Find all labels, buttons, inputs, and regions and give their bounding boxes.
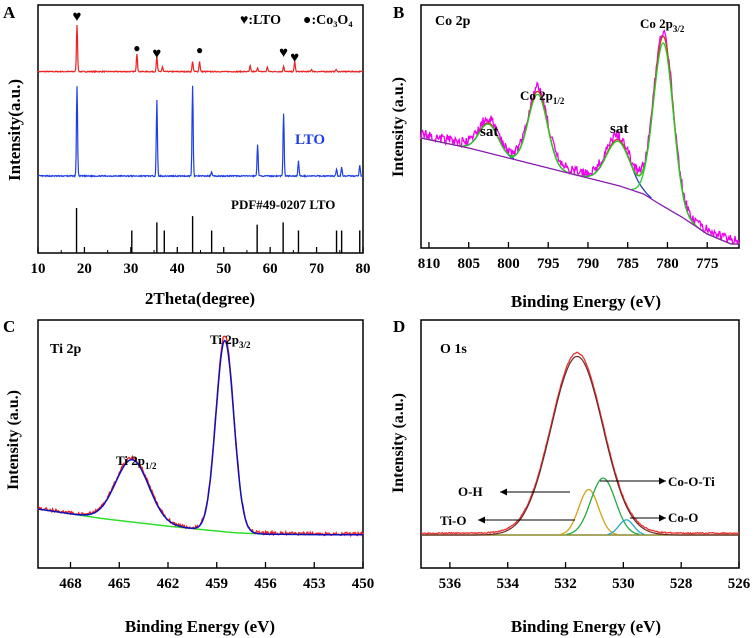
panel-a-marker-3: ● [196, 43, 203, 57]
panel-b-title: Co 2p [435, 14, 471, 29]
panel-d-xtick-label-2: 532 [554, 576, 577, 592]
panel-b-xlabel: Binding Energy (eV) [511, 292, 661, 311]
panel-a-xtick-label-1: 20 [77, 261, 92, 277]
panel-letter-d: D [393, 317, 405, 336]
panel-d-frame [420, 319, 740, 569]
panel-d-arrow-tio-head [478, 516, 485, 524]
panel-d-label-tio: Ti-O [440, 513, 467, 528]
panel-b-fit [420, 42, 739, 245]
panel-a-lto-curve-label: LTO [295, 132, 325, 148]
panel-d-label-oh: O-H [458, 484, 483, 499]
panel-d-peak-3 [607, 519, 645, 536]
panel-a-marker-0: ♥ [73, 9, 82, 25]
panel-b-label-sat1: sat [480, 124, 498, 140]
panel-a-marker-4: ♥ [279, 45, 288, 61]
panel-c-xtick-label-3: 459 [206, 576, 229, 592]
panel-d-label-coo: Co-O [668, 510, 698, 525]
panel-d-arrow-oh-head [500, 488, 507, 496]
panel-b-ylabel: Intensity (a.u.) [390, 77, 407, 177]
panel-b-xtick-label-6: 780 [656, 256, 679, 272]
panel-a-xtick-label-6: 70 [309, 261, 324, 277]
panel-d-label-cooti: Co-O-Ti [668, 474, 715, 489]
panel-d: 536 534 532 530 528 526 O 1s Intensity (a.u.)… [390, 319, 751, 636]
panel-b: 810 805 800 795 790 785 780 775 Co 2p Intensity… [390, 4, 740, 311]
panel-a-xtick-label-5: 60 [263, 261, 278, 277]
panel-c-xtick-label-2: 462 [157, 576, 180, 592]
panel-d-xtick-label-3: 530 [612, 576, 635, 592]
panel-c-label-ti2p12: Ti 2p1/2 [116, 453, 157, 471]
panel-b-frame [420, 4, 740, 249]
panel-c-xtick-label-0: 468 [59, 576, 82, 592]
panel-b-xtick-label-1: 805 [457, 256, 480, 272]
panel-a-xtick-label-2: 30 [123, 261, 138, 277]
panel-d-peak-1 [559, 488, 618, 536]
panel-c-xtick-label-4: 456 [254, 576, 277, 592]
panel-a: 10 20 30 40 50 60 70 80 ♥● ♥ ● ♥ ♥ Intensity(a.u.) … [5, 4, 371, 308]
panel-c: 468 465 462 459 456 453 450 Ti 2p Intensity (a… [5, 319, 375, 636]
panel-d-xtick-label-4: 528 [670, 576, 693, 592]
panel-b-xtick-label-3: 795 [537, 256, 560, 272]
panel-d-xtick-label-1: 534 [496, 576, 519, 592]
panel-c-xtick-label-5: 453 [303, 576, 326, 592]
panel-letter-c: C [3, 317, 15, 336]
panel-b-background [420, 137, 739, 245]
panel-b-xtick-label-7: 775 [696, 256, 719, 272]
panel-a-series-lto [37, 85, 364, 178]
panel-d-ylabel: Intensity (a.u.) [390, 393, 407, 493]
panel-c-label-ti2p32: Ti 2p3/2 [210, 332, 251, 350]
panel-b-raw-spectrum [420, 29, 740, 246]
panel-a-xtick-label-0: 10 [31, 261, 46, 277]
panel-c-fit [37, 339, 363, 536]
panel-d-arrow-cooti-head [659, 477, 666, 485]
panel-b-peak-3 [631, 35, 696, 226]
panel-a-xtick-label-3: 40 [170, 261, 185, 277]
panel-d-title: O 1s [440, 342, 467, 357]
panel-b-xtick-label-2: 800 [497, 256, 520, 272]
panel-b-xtick-label-0: 810 [418, 256, 441, 272]
panel-a-xtick-label-7: 80 [356, 261, 371, 277]
panel-a-legend-co3o4: ●:Co₃O₄ [303, 13, 353, 28]
panel-c-frame [37, 319, 364, 569]
panel-a-xtick-label-4: 50 [216, 261, 231, 277]
panel-d-peak-2 [566, 477, 640, 536]
panel-letter-b: B [393, 3, 404, 22]
panel-c-raw-spectrum [37, 335, 364, 538]
panel-b-label-co2p32: Co 2p3/2 [640, 16, 685, 34]
panel-c-xtick-label-6: 450 [352, 576, 375, 592]
panel-c-ylabel: Intensity (a.u.) [5, 390, 22, 490]
panel-a-xlabel: 2Theta(degree) [145, 289, 255, 308]
panel-a-legend-lto: ♥:LTO [240, 13, 281, 28]
panel-b-label-co2p12: Co 2p1/2 [520, 88, 565, 106]
panel-a-marker-2: ♥ [152, 46, 161, 62]
panel-c-title: Ti 2p [50, 342, 81, 357]
panel-d-xtick-label-0: 536 [439, 576, 462, 592]
panel-d-raw-spectrum [420, 351, 740, 535]
panel-c-background [37, 508, 363, 536]
panel-a-series-composite [37, 24, 364, 74]
panel-d-xtick-label-5: 526 [728, 576, 751, 592]
panel-b-xtick-label-4: 790 [577, 256, 600, 272]
panel-a-ylabel: Intensity(a.u.) [5, 79, 24, 181]
panel-b-label-sat2: sat [610, 121, 628, 137]
panel-c-xtick-label-1: 465 [108, 576, 131, 592]
panel-c-xlabel: Binding Energy (eV) [125, 617, 275, 636]
panel-b-xtick-label-5: 785 [616, 256, 639, 272]
panel-a-marker-5: ♥ [290, 50, 299, 66]
panel-a-marker-1: ● [133, 41, 140, 55]
panel-d-xlabel: Binding Energy (eV) [511, 617, 661, 636]
panel-d-envelope [421, 355, 739, 536]
panel-d-arrow-coo-head [659, 514, 666, 522]
panel-letter-a: A [3, 3, 16, 22]
panel-a-reference-label: PDF#49-0207 LTO [231, 197, 335, 212]
